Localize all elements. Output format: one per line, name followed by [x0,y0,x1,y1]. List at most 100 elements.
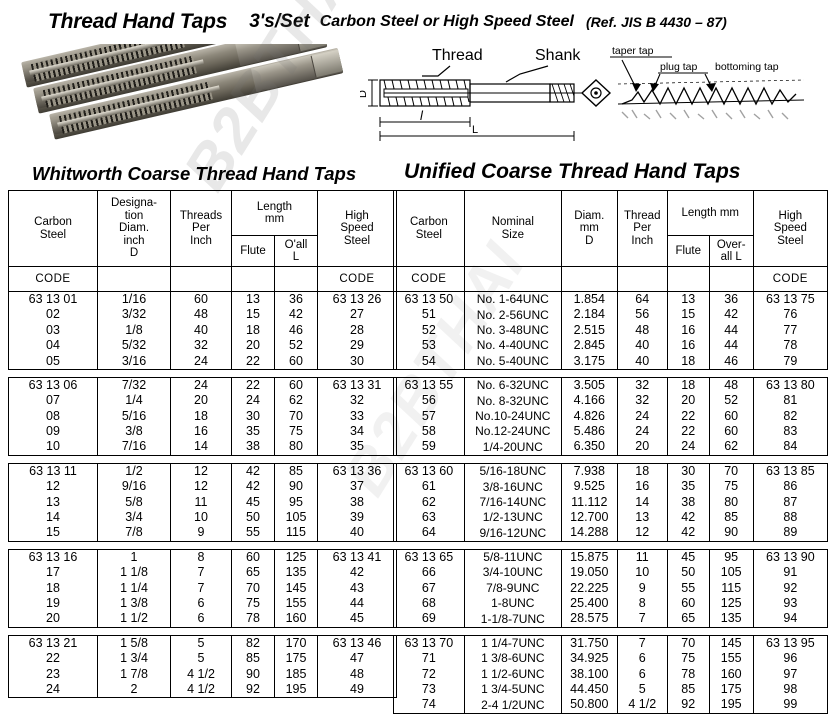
cell-designation-diam: 1 [97,548,171,566]
table-row: 04 5/32 32 20 52 29 [8,338,397,354]
cell-carbon-steel-code: 24 [8,681,98,699]
th-blank-tpi [616,266,668,292]
cell-diam-mm: 15.875 [560,548,618,566]
cell-threads-per-inch: 5 [170,634,232,652]
cell-diam-mm: 28.575 [560,611,618,628]
cell-carbon-steel-code: 10 [8,439,98,456]
cell-diam-mm: 1.854 [560,291,618,308]
cell-threads-per-inch: 48 [170,307,232,323]
cell-thread-per-inch: 32 [616,393,668,409]
cell-thread-per-inch: 56 [616,307,668,323]
cell-designation-diam: 3/32 [97,307,171,323]
cell-thread-per-inch: 11 [616,548,668,566]
cell-carbon-steel-code: 63 13 60 [393,462,465,480]
cell-thread-per-inch: 64 [616,291,668,308]
table-row: 18 1 1/4 7 70 145 43 [8,580,397,597]
cell-hss-code: 37 [317,479,397,495]
cell-threads-per-inch: 4 1/2 [170,666,232,682]
cell-hss-code: 40 [317,525,397,542]
svg-text:bottoming tap: bottoming tap [715,61,779,73]
th-blank-flute [666,266,710,292]
cell-overall-length: 155 [708,651,754,667]
th-designation-line5: D [129,247,139,260]
cell-hss-code: 81 [752,393,828,409]
cell-hss-code: 63 13 75 [752,291,828,308]
cell-diam-mm: 2.845 [560,338,618,354]
unified-coarse-thread-table: Carbon Steel Nominal Size Diam. mm D Thr… [393,190,828,714]
svg-text:l: l [420,108,424,123]
th-high-speed-steel: High Speed Steel [752,190,828,267]
cell-hss-code: 34 [317,424,397,440]
cell-thread-per-inch: 40 [616,353,668,370]
cell-overall-length: 52 [708,393,754,409]
cell-overall-length: 42 [708,307,754,323]
th-designation-line2: tion [124,209,144,222]
th-designation-line4: inch [123,234,145,247]
cell-flute-length: 22 [666,408,710,425]
cell-hss-code: 32 [317,393,397,409]
cell-overall-length: 70 [274,408,318,425]
table-row: 56 No. 8-32UNC 4.166 32 20 52 81 [393,393,828,409]
cell-overall-length: 160 [708,666,754,682]
cell-hss-code: 49 [317,681,397,699]
cell-thread-per-inch: 14 [616,494,668,511]
cell-flute-length: 85 [666,681,710,698]
table-row: 68 1-8UNC 25.400 8 60 125 93 [393,596,828,612]
th-hss-line1: High [778,209,803,222]
cell-overall-length: 75 [708,479,754,495]
th-tpi-line2: Per [192,222,210,235]
cell-threads-per-inch: 14 [170,439,232,456]
th-blank-nominal [463,266,562,292]
table-row: 67 7/8-9UNC 22.225 9 55 115 92 [393,580,828,597]
cell-nominal-size: 3/8-16UNC [463,479,562,495]
th-diam-line2: mm [579,222,599,235]
cell-diam-mm: 2.184 [560,307,618,323]
cell-hss-code: 63 13 36 [317,462,397,480]
cell-overall-length: 115 [708,580,754,597]
cell-overall-length: 155 [274,596,318,612]
cell-overall-length: 90 [274,479,318,495]
cell-flute-length: 60 [231,548,275,566]
th-diam-line3: D [585,234,594,247]
cell-carbon-steel-code: 63 13 55 [393,376,465,394]
cell-designation-diam: 1 1/4 [97,580,171,597]
group-spacer [394,627,828,635]
cell-overall-length: 52 [274,338,318,354]
cell-flute-length: 18 [231,322,275,339]
cell-hss-code: 63 13 31 [317,376,397,394]
table-header: Carbon Steel Nominal Size Diam. mm D Thr… [393,190,828,292]
th-length: Length mm [231,190,318,236]
cell-designation-diam: 5/8 [97,494,171,511]
cell-carbon-steel-code: 54 [393,353,465,370]
table-row: 64 9/16-12UNC 14.288 12 42 90 89 [393,525,828,542]
group-spacer [394,455,828,463]
th-carbon-steel-line1: Carbon [34,216,72,229]
th-carbon-steel-line2: Steel [415,228,442,241]
cell-hss-code: 91 [752,565,828,581]
table-row: 72 1 1/2-6UNC 38.100 6 78 160 97 [393,666,828,682]
cell-carbon-steel-code: 53 [393,338,465,354]
cell-overall-length: 60 [708,408,754,425]
cell-nominal-size: 1 3/8-6UNC [463,651,562,667]
th-blank-tpi [170,266,232,292]
th-oall-line2: L [292,251,300,263]
cell-hss-code: 28 [317,322,397,339]
cell-threads-per-inch: 8 [170,548,232,566]
cell-overall-length: 105 [274,510,318,526]
cell-overall-length: 70 [708,462,754,480]
cell-thread-per-inch: 40 [616,338,668,354]
cell-hss-code: 45 [317,611,397,628]
cell-flute-length: 75 [231,596,275,612]
product-photo-hand-taps [18,44,358,156]
cell-designation-diam: 5/16 [97,408,171,425]
table-subheader-code-row: CODE CODE [393,266,828,292]
svg-text:D: D [360,90,369,98]
cell-carbon-steel-code: 58 [393,424,465,440]
cell-hss-code: 84 [752,439,828,456]
cell-overall-length: 185 [274,666,318,682]
table-subheader-code-row: CODE CODE [8,266,397,292]
cell-diam-mm: 4.166 [560,393,618,409]
table-row: 63 13 60 5/16-18UNC 7.938 18 30 70 63 13 85 [393,462,828,480]
cell-threads-per-inch: 6 [170,596,232,612]
cell-nominal-size: 9/16-12UNC [463,525,562,542]
